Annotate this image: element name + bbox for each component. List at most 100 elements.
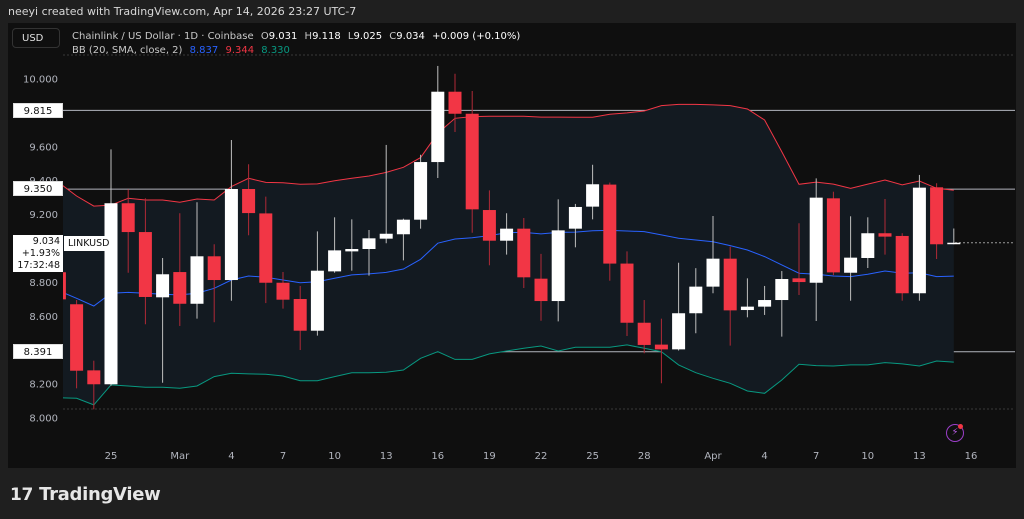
- candle-body: [276, 282, 290, 300]
- lightning-icon[interactable]: ⚡: [946, 424, 964, 442]
- candle-down: [637, 300, 651, 354]
- candle-body: [448, 91, 462, 114]
- symbol-description[interactable]: Chainlink / US Dollar · 1D · Coinbase: [72, 31, 254, 42]
- candle-body: [758, 300, 772, 307]
- candle-body: [878, 233, 892, 237]
- time-tick-label: 10: [861, 451, 874, 462]
- bb-lower-line: [63, 344, 954, 406]
- candle-down: [448, 73, 462, 133]
- candles: [63, 65, 961, 410]
- candle-up: [740, 278, 754, 318]
- candle-up: [706, 215, 720, 294]
- bb-lower-value: 8.330: [261, 45, 290, 56]
- candle-up: [310, 231, 324, 336]
- candle-up: [758, 285, 772, 315]
- candle-up: [500, 213, 514, 255]
- candle-body: [259, 213, 273, 283]
- candle-body: [362, 238, 376, 250]
- candle-up: [912, 174, 926, 301]
- candle-up: [362, 230, 376, 276]
- candle-body: [809, 197, 823, 283]
- candle-down: [792, 223, 806, 295]
- candle-down: [87, 360, 101, 410]
- candle-body: [775, 279, 789, 301]
- candle-body: [740, 306, 754, 311]
- chart-legend: Chainlink / US Dollar · 1D · Coinbase O9…: [72, 30, 520, 58]
- time-tick-label: 13: [380, 451, 393, 462]
- candle-down: [259, 196, 273, 304]
- price-tick-label: 8.600: [29, 312, 58, 323]
- candle-down: [465, 91, 479, 233]
- candle-up: [809, 178, 823, 322]
- time-tick-label: Apr: [704, 451, 722, 462]
- candle-down: [654, 318, 668, 384]
- close-key: C: [389, 31, 397, 42]
- candle-down: [723, 246, 737, 346]
- chart-credit: neeyi created with TradingView.com, Apr …: [8, 5, 357, 18]
- bb-indicator-label[interactable]: BB (20, SMA, close, 2): [72, 45, 183, 56]
- candle-body: [70, 304, 84, 371]
- candle-up: [568, 203, 582, 248]
- tradingview-logo-mark: 17: [10, 484, 34, 505]
- candle-body: [947, 242, 961, 245]
- symbol-tag: LINKUSD: [64, 236, 114, 251]
- candle-body: [826, 198, 840, 273]
- candle-body: [345, 249, 359, 252]
- candle-up: [947, 228, 961, 245]
- candle-down: [70, 300, 84, 389]
- change-value: +0.009 (+0.10%): [432, 31, 521, 42]
- price-tick-label: 8.200: [29, 380, 58, 391]
- level-label-8391[interactable]: 8.391: [13, 344, 63, 359]
- candle-body: [431, 91, 445, 163]
- candle-body: [242, 189, 256, 214]
- candle-down: [121, 189, 135, 273]
- candle-body: [396, 219, 410, 235]
- currency-button[interactable]: USD: [12, 28, 60, 48]
- candle-up: [224, 140, 238, 301]
- candle-down: [63, 272, 66, 300]
- candle-down: [620, 251, 634, 336]
- candle-body: [207, 256, 221, 281]
- candle-body: [414, 162, 428, 220]
- candle-body: [689, 286, 703, 314]
- candle-body: [156, 274, 170, 298]
- candle-body: [465, 113, 479, 210]
- candle-down: [138, 198, 152, 325]
- level-label-9350[interactable]: 9.350: [13, 181, 63, 196]
- close-value: 9.034: [396, 31, 425, 42]
- high-value: 9.118: [312, 31, 341, 42]
- price-tick-label: 8.800: [29, 278, 58, 289]
- candle-body: [895, 235, 909, 294]
- candle-up: [104, 149, 118, 386]
- candle-body: [912, 187, 926, 294]
- time-tick-label: 28: [638, 451, 651, 462]
- candle-down: [895, 233, 909, 301]
- candle-body: [551, 230, 565, 302]
- candle-body: [603, 184, 617, 264]
- notification-dot: [958, 424, 963, 429]
- time-tick-label: 7: [813, 451, 819, 462]
- low-value: 9.025: [353, 31, 383, 42]
- candle-body: [190, 256, 204, 304]
- candle-up: [689, 268, 703, 334]
- candle-down: [826, 191, 840, 276]
- candle-body: [844, 257, 858, 273]
- time-tick-label: 25: [105, 451, 118, 462]
- candle-body: [706, 258, 720, 287]
- open-value: 9.031: [268, 31, 298, 42]
- low-key: L: [347, 31, 354, 42]
- candle-down: [517, 217, 531, 288]
- candle-up: [861, 217, 875, 268]
- candle-body: [224, 189, 238, 281]
- candle-body: [379, 233, 393, 239]
- candle-body: [500, 228, 514, 241]
- candle-down: [930, 183, 944, 260]
- ohlc-row: Chainlink / US Dollar · 1D · Coinbase O9…: [72, 30, 520, 44]
- candle-up: [190, 202, 204, 319]
- level-label-9815[interactable]: 9.815: [13, 103, 63, 118]
- candle-body: [930, 187, 944, 245]
- tradingview-wordmark: TradingView: [39, 484, 161, 505]
- last-price-change: +1.93%: [21, 248, 60, 259]
- candle-body: [586, 184, 600, 207]
